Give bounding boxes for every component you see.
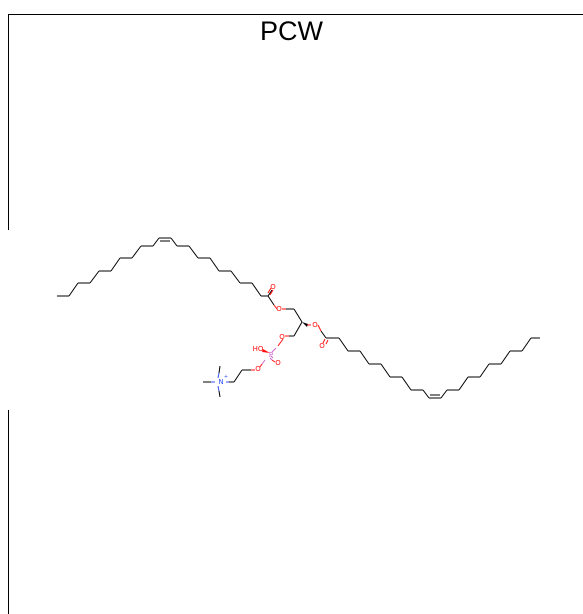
molecule-drawing: O O O O O P HO O O N + (57, 237, 540, 399)
phosphate-choline-oxygen-label: O (255, 365, 261, 373)
nitrogen-label: N (218, 378, 223, 386)
ester2-carbonyl-oxygen-label: O (319, 342, 325, 350)
phosphate-hydroxyl-label: HO (253, 345, 264, 353)
phosphate-glycerol-oxygen-label: O (279, 333, 285, 341)
glycerol-backbone (285, 321, 311, 337)
ester2-oxygen-label: O (312, 321, 318, 329)
phosphate-double-oxygen-label: O (275, 359, 281, 367)
upper-oleoyl-chain (57, 237, 268, 297)
ester-2 (317, 324, 339, 345)
lower-oleoyl-chain (338, 337, 540, 399)
choline-group (203, 365, 255, 398)
ester1-oxygen-label: O (276, 305, 282, 313)
molecule-title: PCW (260, 16, 323, 46)
nitrogen-charge-label: + (224, 374, 228, 380)
ester-1 (267, 287, 303, 323)
phosphate-group (259, 338, 284, 368)
phosphorus-label: P (269, 351, 273, 359)
ester1-carbonyl-oxygen-label: O (270, 283, 276, 291)
